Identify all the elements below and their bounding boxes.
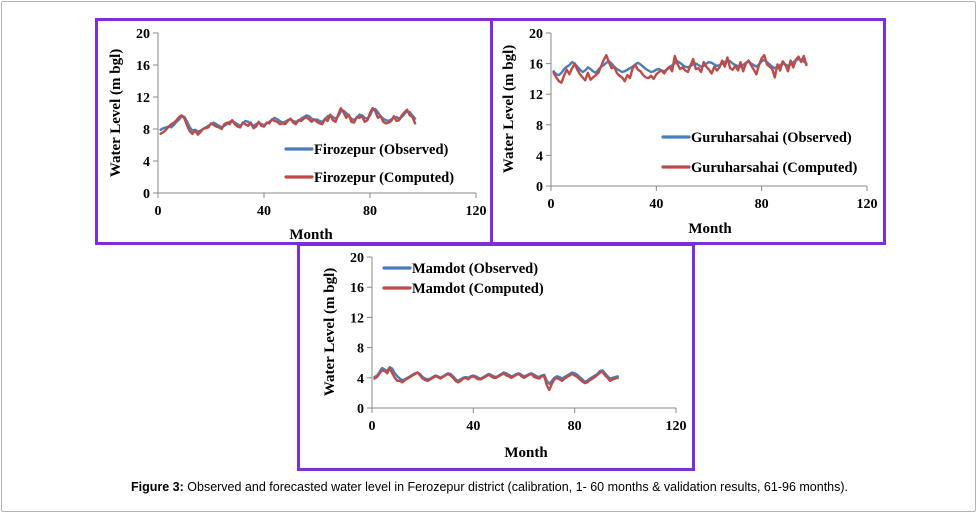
legend-label: Guruharsahai (Observed) [691,130,852,146]
x-tick-label: 0 [369,419,376,434]
x-tick-label: 120 [857,197,878,212]
x-tick-label: 120 [466,204,487,219]
figure-caption: Figure 3: Observed and forecasted water … [0,480,979,494]
chart-panel-guruharsahai: 0 4 8 12 16 20 0 40 80 120 Water Level (m bgl) Mont… [490,18,886,245]
x-tick-label: 40 [649,197,663,212]
x-axis-title: Month [289,227,333,243]
y-tick-label: 16 [136,59,150,74]
x-tick-label: 120 [666,419,687,434]
y-tick-label: 12 [350,311,364,326]
legend-label: Mamdot (Observed) [412,261,538,277]
y-tick-label: 0 [357,402,364,417]
caption-text: Observed and forecasted water level in F… [183,480,848,494]
y-axis-title: Water Level (m bgl) [501,45,517,173]
chart-guruharsahai: 0 4 8 12 16 20 0 40 80 120 Water Level (m bgl) Mont… [501,27,878,237]
chart-mamdot: 0 4 8 12 16 20 0 40 80 120 Water Level (m bgl) Mont… [322,251,687,461]
y-tick-label: 12 [529,88,543,103]
y-tick-label: 12 [136,91,150,106]
caption-label: Figure 3: [131,480,184,494]
series-line-computed [552,54,808,84]
x-tick-label: 80 [363,204,377,219]
chart-firozepur: 0 4 8 12 16 20 0 40 80 120 Water Level (m bgl) Mont… [108,27,487,243]
y-tick-label: 20 [350,251,364,266]
x-tick-label: 80 [755,197,769,212]
x-tick-label: 0 [155,204,162,219]
y-tick-label: 4 [357,372,364,387]
legend-label: Firozepur (Computed) [314,170,454,186]
series-line-computed [373,366,619,392]
x-tick-label: 80 [568,419,582,434]
y-tick-label: 20 [529,27,543,42]
y-tick-label: 4 [143,155,150,170]
y-tick-label: 8 [357,342,364,357]
y-tick-label: 8 [536,119,543,134]
y-tick-label: 4 [536,149,543,164]
y-axis-title: Water Level (m bgl) [322,268,338,396]
y-tick-label: 0 [143,187,150,202]
series-line-observed [552,57,808,77]
y-tick-label: 0 [536,180,543,195]
y-tick-label: 20 [136,27,150,42]
y-tick-label: 8 [143,123,150,138]
legend-label: Firozepur (Observed) [314,142,449,158]
legend-label: Guruharsahai (Computed) [691,160,858,176]
series-line-computed [159,106,417,136]
y-tick-label: 16 [529,58,543,73]
chart-panel-firozepur: 0 4 8 12 16 20 0 40 80 120 Water Level (m bgl) Mont… [95,18,493,245]
y-axis-title: Water Level (m bgl) [108,49,124,177]
x-tick-label: 0 [548,197,555,212]
x-axis-title: Month [688,221,732,237]
x-tick-label: 40 [257,204,271,219]
chart-panel-mamdot: 0 4 8 12 16 20 0 40 80 120 Water Level (m bgl) Mont… [297,243,695,471]
x-tick-label: 40 [466,419,480,434]
y-tick-label: 16 [350,281,364,296]
legend-label: Mamdot (Computed) [412,281,544,297]
x-axis-title: Month [504,445,548,461]
